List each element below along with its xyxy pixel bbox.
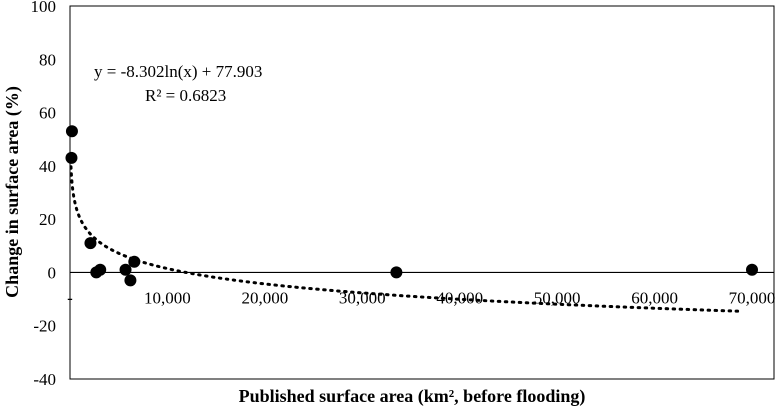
y-tick-label: 100 (31, 0, 57, 16)
data-point (84, 237, 97, 250)
x-tick-label: 10,000 (144, 288, 191, 307)
data-point (124, 274, 137, 287)
data-point (390, 266, 403, 279)
data-point (119, 263, 132, 276)
y-tick-label: 40 (39, 157, 56, 176)
data-point (94, 263, 107, 276)
x-tick-label: 20,000 (241, 288, 288, 307)
trendline-r-squared: R² = 0.6823 (145, 86, 226, 105)
data-point (746, 263, 758, 276)
y-axis-title: Change in surface area (%) (2, 86, 23, 298)
y-tick-label: 0 (48, 263, 57, 282)
data-point (65, 125, 78, 138)
data-point (65, 151, 78, 164)
y-tick-label: 80 (39, 50, 56, 69)
x-tick-label: 50,000 (534, 288, 581, 307)
x-tick-label: 40,000 (436, 288, 483, 307)
y-tick-label: 20 (39, 210, 56, 229)
data-points (65, 125, 758, 287)
data-point (128, 255, 141, 268)
y-tick-label: 60 (39, 104, 56, 123)
x-axis-title: Published surface area (km², before floo… (239, 386, 586, 407)
x-tick-label: - (67, 288, 73, 307)
y-tick-label: -20 (33, 317, 56, 336)
logarithmic-trendline (69, 165, 744, 313)
y-tick-label: -40 (33, 370, 56, 389)
plot-area-frame (69, 5, 775, 380)
y-axis-ticks: 100 80 60 40 20 0 -20 -40 (31, 0, 57, 389)
trendline-equation: y = -8.302ln(x) + 77.903 (94, 62, 262, 81)
x-tick-label: 60,000 (631, 288, 678, 307)
x-tick-label: 70,000 (729, 288, 776, 307)
